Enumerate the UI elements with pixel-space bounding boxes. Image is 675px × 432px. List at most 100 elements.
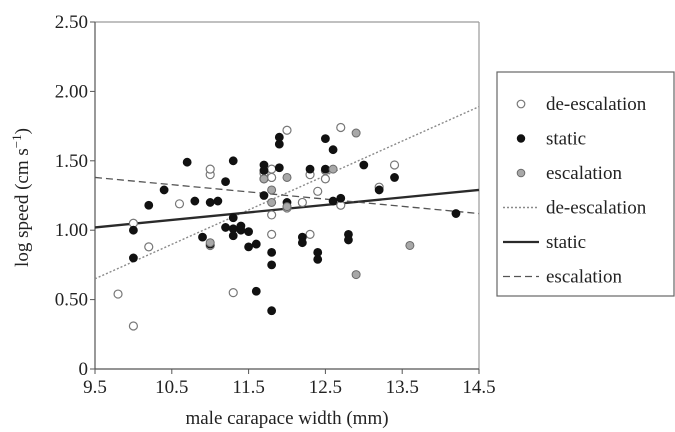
y-tick-label: 0 xyxy=(79,359,89,380)
point-static xyxy=(336,193,346,203)
point-static xyxy=(228,231,238,241)
legend-label: de-escalation xyxy=(546,94,647,115)
point-escalation xyxy=(205,238,215,248)
point-static xyxy=(182,157,192,167)
point-escalation xyxy=(328,164,338,174)
point-escalation xyxy=(351,270,361,280)
legend-label: escalation xyxy=(546,163,622,184)
point-de-escalation xyxy=(174,199,185,209)
point-de-escalation xyxy=(282,125,292,135)
point-static xyxy=(259,191,269,200)
point-static xyxy=(451,209,461,218)
y-tick-label: 1.00 xyxy=(55,220,88,241)
x-tick-label: 11.5 xyxy=(232,377,265,398)
y-axis-title-superscript: −1 xyxy=(9,134,24,148)
point-de-escalation xyxy=(267,172,277,183)
point-static xyxy=(128,253,138,263)
x-tick-label: 9.5 xyxy=(83,377,107,398)
x-tick-label: 13.5 xyxy=(386,377,419,398)
point-static xyxy=(128,225,138,235)
point-de-escalation xyxy=(267,210,277,220)
data-points xyxy=(113,122,461,331)
point-static xyxy=(251,286,261,296)
point-static xyxy=(259,166,269,175)
point-static xyxy=(221,177,230,187)
point-static xyxy=(221,223,230,232)
point-de-escalation xyxy=(336,122,346,133)
y-tick-label: 0.50 xyxy=(55,290,88,311)
point-static xyxy=(297,238,307,248)
legend-label: static xyxy=(546,232,586,253)
point-static xyxy=(159,185,169,195)
y-axis-ticks: 0 0.50 1.00 1.50 2.00 2.50 xyxy=(55,12,95,380)
point-de-escalation xyxy=(320,174,330,184)
y-axis-title-close: ) xyxy=(12,128,33,134)
point-de-escalation xyxy=(305,229,315,239)
point-static xyxy=(320,164,330,174)
point-static xyxy=(267,260,277,270)
legend-box xyxy=(496,71,675,297)
x-tick-label: 14.5 xyxy=(462,377,495,398)
x-axis-title: male carapace width (mm) xyxy=(185,408,388,429)
point-de-escalation xyxy=(144,242,154,252)
point-de-escalation xyxy=(267,229,277,239)
point-static xyxy=(374,185,384,195)
point-static xyxy=(267,306,277,316)
point-static xyxy=(267,248,277,257)
point-de-escalation xyxy=(128,321,138,331)
point-escalation xyxy=(267,197,277,207)
point-static xyxy=(313,254,323,264)
legend-label: static xyxy=(546,129,586,150)
point-static xyxy=(328,196,338,206)
point-escalation xyxy=(259,174,269,184)
point-de-escalation xyxy=(297,197,307,208)
point-de-escalation xyxy=(228,288,238,298)
legend: de-escalation static escalation de-escalati… xyxy=(496,71,675,297)
point-static xyxy=(213,196,223,206)
y-axis-title: log speed (cm s−1) xyxy=(9,128,33,267)
point-static xyxy=(344,235,353,245)
legend-label: escalation xyxy=(546,267,622,288)
point-static xyxy=(328,145,338,155)
point-static xyxy=(244,242,254,252)
point-static xyxy=(390,173,399,182)
point-static xyxy=(320,134,330,143)
point-static xyxy=(198,232,207,242)
point-static xyxy=(190,196,200,206)
y-tick-label: 2.50 xyxy=(55,12,88,33)
point-de-escalation xyxy=(389,160,400,170)
point-static xyxy=(359,160,369,170)
legend-marker-escalation xyxy=(516,168,526,178)
y-tick-label: 2.00 xyxy=(55,81,88,102)
x-tick-label: 10.5 xyxy=(155,377,188,398)
point-static xyxy=(228,156,238,166)
legend-marker-de-escalation xyxy=(516,99,526,109)
point-static xyxy=(274,132,284,142)
legend-marker-static xyxy=(516,134,526,143)
point-escalation xyxy=(267,185,277,195)
point-static xyxy=(244,227,254,236)
point-static xyxy=(274,163,284,173)
x-tick-label: 12.5 xyxy=(309,377,342,398)
point-de-escalation xyxy=(205,164,215,174)
point-static xyxy=(144,200,154,210)
point-de-escalation xyxy=(113,289,123,299)
y-tick-label: 1.50 xyxy=(55,151,88,172)
legend-label: de-escalation xyxy=(546,198,647,219)
x-axis-ticks: 9.5 10.5 11.5 12.5 13.5 14.5 xyxy=(83,369,496,398)
point-escalation xyxy=(282,202,292,212)
point-escalation xyxy=(282,172,292,182)
point-static xyxy=(305,164,315,174)
point-static xyxy=(205,198,215,207)
plot-frame xyxy=(94,21,480,370)
y-axis-title-main: log speed (cm s xyxy=(12,148,33,267)
point-de-escalation xyxy=(313,186,323,196)
point-escalation xyxy=(405,240,415,250)
point-static xyxy=(228,213,238,223)
point-escalation xyxy=(351,128,361,138)
point-static xyxy=(251,239,261,249)
point-static xyxy=(236,221,246,231)
fit-line-escalation xyxy=(94,176,480,215)
point-de-escalation xyxy=(267,164,277,174)
